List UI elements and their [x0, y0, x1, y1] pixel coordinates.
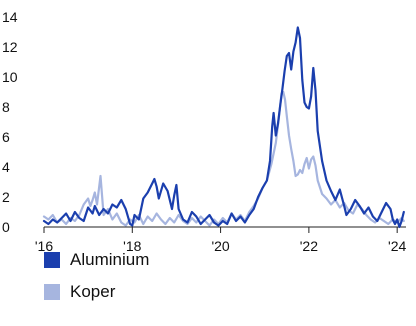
legend: Aluminium Koper: [44, 244, 149, 308]
legend-swatch-koper: [44, 284, 60, 300]
legend-item-aluminium: Aluminium: [44, 244, 149, 276]
y-tick-label: 12: [2, 39, 18, 55]
legend-label-aluminium: Aluminium: [70, 250, 150, 269]
y-axis: 0 2 4 6 8 10 12 14: [2, 9, 18, 235]
series-line-koper: [42, 90, 405, 227]
series-layer: [42, 26, 405, 229]
x-axis: '16 '18 '20 '22 '24: [35, 226, 407, 254]
x-tick-label: '18: [123, 238, 141, 254]
series-line-aluminium: [42, 26, 405, 229]
y-tick-label: 10: [2, 69, 18, 85]
x-tick-label: '16: [35, 238, 53, 254]
y-tick-label: 0: [2, 219, 10, 235]
y-tick-label: 8: [2, 99, 10, 115]
legend-item-koper: Koper: [44, 276, 149, 308]
y-tick-label: 6: [2, 129, 10, 145]
x-tick-label: '24: [388, 238, 406, 254]
y-tick-label: 14: [2, 9, 18, 25]
legend-swatch-aluminium: [44, 252, 60, 268]
x-tick-label: '22: [300, 238, 318, 254]
legend-label-koper: Koper: [70, 282, 116, 301]
y-tick-label: 4: [2, 159, 10, 175]
x-tick-label: '20: [211, 238, 229, 254]
y-tick-label: 2: [2, 189, 10, 205]
